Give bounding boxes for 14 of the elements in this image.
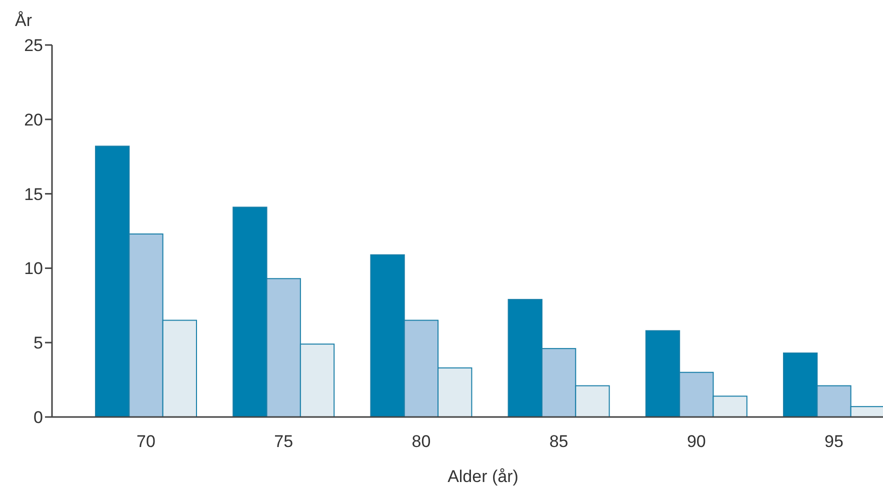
x-axis-title: Alder (år)	[448, 467, 518, 486]
x-tick-label: 90	[686, 432, 706, 451]
y-axis-title: År	[15, 11, 32, 30]
y-tick-label: 25	[24, 36, 43, 55]
y-tick-label: 10	[24, 259, 43, 278]
x-tick-label: 75	[274, 432, 294, 451]
x-tick-label: 95	[824, 432, 844, 451]
x-tick-label: 80	[412, 432, 431, 451]
x-tick-label: 85	[549, 432, 568, 451]
y-tick-label: 20	[24, 110, 43, 130]
x-tick-label: 70	[136, 432, 156, 451]
y-tick-label: 15	[24, 184, 43, 204]
y-tick-label: 5	[34, 334, 43, 353]
y-tick-label: 0	[34, 408, 43, 427]
